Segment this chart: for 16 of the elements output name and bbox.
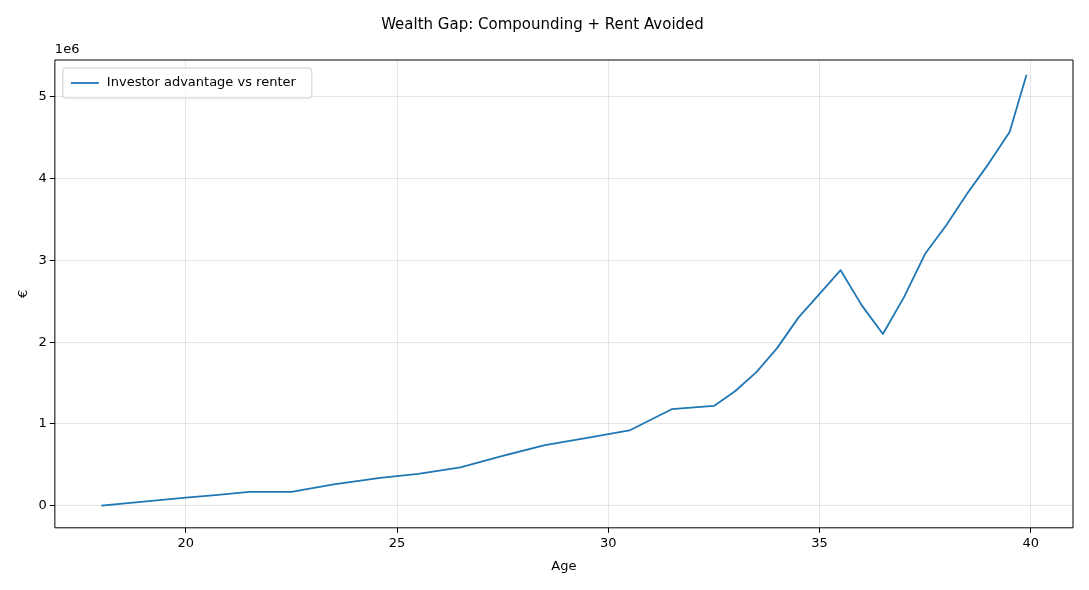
x-tick-label: 20 [177, 534, 195, 550]
y-tick-label: 5 [38, 88, 47, 104]
y-tick-label: 3 [38, 251, 47, 267]
y-axis-title: € [15, 289, 31, 299]
y-tick-label: 0 [38, 497, 47, 513]
x-axis-title: Age [551, 557, 577, 573]
chart-title: Wealth Gap: Compounding + Rent Avoided [381, 14, 704, 33]
legend-label: Investor advantage vs renter [106, 74, 297, 90]
y-tick-label: 1 [38, 415, 47, 431]
text: 1e6 [54, 40, 80, 56]
x-tick-label: 40 [1022, 534, 1040, 550]
x-tick-label: 30 [600, 534, 617, 550]
y-tick-label: 2 [38, 333, 47, 349]
x-tick-label: 35 [811, 534, 828, 550]
x-tick-label: 25 [388, 534, 406, 550]
y-tick-label: 4 [38, 169, 47, 185]
